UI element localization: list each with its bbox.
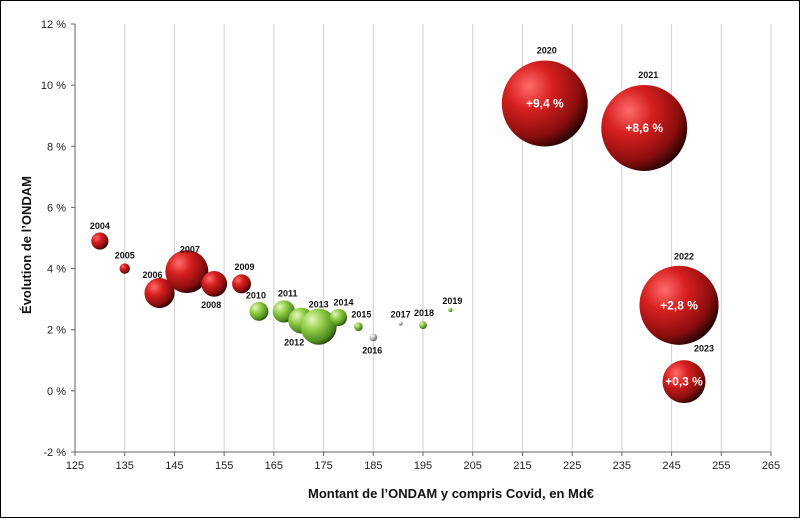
year-label-2004: 2004 <box>90 221 110 231</box>
bubble-2023 <box>662 360 706 404</box>
y-tick-label: 4 % <box>47 264 66 276</box>
year-label-2012: 2012 <box>284 338 304 348</box>
y-tick-label: 8 % <box>47 141 66 153</box>
bubble-2016 <box>369 333 378 342</box>
x-tick-label: 225 <box>563 460 581 472</box>
year-label-2007: 2007 <box>180 245 200 255</box>
bubbles <box>91 60 719 404</box>
year-label-2014: 2014 <box>333 297 353 307</box>
x-tick-label: 265 <box>762 460 780 472</box>
year-label-2022: 2022 <box>674 251 694 261</box>
x-tick-label: 255 <box>712 460 730 472</box>
x-tick-label: 175 <box>314 460 332 472</box>
year-label-2023: 2023 <box>694 344 714 354</box>
x-tick-label: 195 <box>414 460 432 472</box>
x-tick-label: 185 <box>364 460 382 472</box>
bubble-2015 <box>354 322 363 331</box>
y-tick-label: -2 % <box>43 447 66 459</box>
x-tick-label: 135 <box>116 460 134 472</box>
year-label-2018: 2018 <box>414 308 434 318</box>
y-tick-label: 12 % <box>41 19 66 31</box>
y-tick-label: 6 % <box>47 202 66 214</box>
year-label-2016: 2016 <box>362 345 382 355</box>
bubble-2019 <box>448 307 453 312</box>
year-label-2015: 2015 <box>351 310 371 320</box>
year-label-2019: 2019 <box>442 296 462 306</box>
bubble-2004 <box>91 232 109 250</box>
x-tick-label: 125 <box>66 460 84 472</box>
bubble-2022 <box>639 265 719 345</box>
year-label-2010: 2010 <box>246 290 266 300</box>
bubble-2013 <box>300 308 337 345</box>
y-tick-label: 10 % <box>41 80 66 92</box>
bubble-2014 <box>329 308 348 327</box>
year-label-2020: 2020 <box>537 45 557 55</box>
year-label-2011: 2011 <box>278 288 298 298</box>
year-label-2013: 2013 <box>309 300 329 310</box>
year-label-2021: 2021 <box>638 70 658 80</box>
bubble-value-label-2022: +2,8 % <box>660 298 698 312</box>
bubble-2006 <box>144 277 175 309</box>
x-tick-label: 205 <box>464 460 482 472</box>
bubble-2021 <box>601 84 688 171</box>
year-label-2005: 2005 <box>115 251 135 261</box>
axes <box>71 23 772 456</box>
tick-labels: 125 135 145 155 165 175 185 195 205 215 225 235 245 2… <box>41 19 780 472</box>
year-label-2008: 2008 <box>201 300 221 310</box>
y-tick-label: 2 % <box>47 325 66 337</box>
x-tick-label: 155 <box>215 460 233 472</box>
year-label-2006: 2006 <box>142 270 162 280</box>
bubble-2010 <box>249 301 269 321</box>
x-tick-label: 145 <box>165 460 183 472</box>
year-label-2009: 2009 <box>235 262 255 272</box>
x-tick-label: 215 <box>513 460 531 472</box>
bubble-value-label-2020: +9,4 % <box>526 96 564 110</box>
bubble-2020 <box>501 60 588 147</box>
x-tick-label: 245 <box>662 460 680 472</box>
x-tick-label: 165 <box>265 460 283 472</box>
bubble-2005 <box>119 263 130 274</box>
bubble-2009 <box>232 274 252 294</box>
bubble-2008 <box>201 270 228 297</box>
bubble-2017 <box>398 321 403 326</box>
year-label-2017: 2017 <box>391 310 411 320</box>
y-tick-label: 0 % <box>47 386 66 398</box>
y-axis-title: Évolution de l’ONDAM <box>19 176 34 314</box>
bubble-labels: 2004 2005 2006 2007 2008 2009 2010 2011 2012 2013… <box>90 45 714 388</box>
x-axis-title: Montant de l’ONDAM y compris Covid, en M… <box>308 486 594 501</box>
bubble-value-label-2021: +8,6 % <box>625 121 663 135</box>
bubble-value-label-2023: +0,3 % <box>665 375 703 389</box>
x-tick-label: 235 <box>613 460 631 472</box>
bubble-2007 <box>165 250 209 294</box>
bubble-2018 <box>419 321 427 329</box>
